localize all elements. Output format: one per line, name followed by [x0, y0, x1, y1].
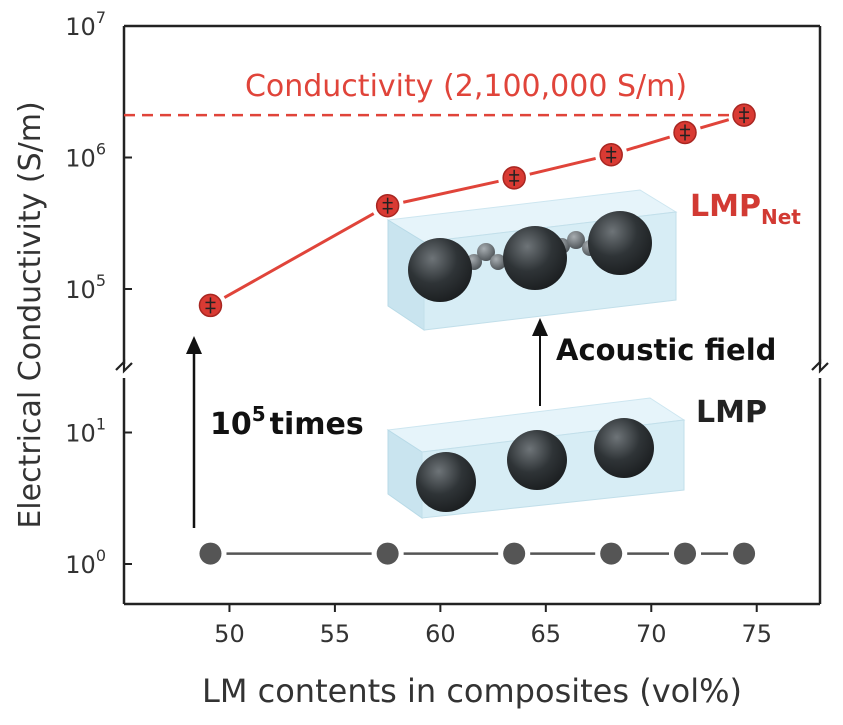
y-axis-label: Electrical Conductivity (S/m) — [13, 101, 48, 528]
times-annotation: 105 times — [210, 402, 364, 442]
x-tick-label: 75 — [741, 620, 772, 648]
y-tick-label: 106 — [65, 140, 106, 173]
bridge-particle — [490, 254, 506, 270]
y-tick-label: 101 — [65, 415, 106, 448]
axis-break-left — [115, 359, 133, 374]
series-segment — [626, 135, 671, 152]
lmp-net-label-sub: Net — [761, 205, 801, 229]
lm-particle — [503, 226, 567, 290]
field-arrow-head — [532, 318, 548, 336]
series-layer — [198, 103, 756, 565]
x-tick-label: 50 — [214, 620, 245, 648]
lm-particle — [507, 430, 567, 490]
y-tick-label: 107 — [65, 8, 106, 41]
series-segment — [223, 212, 375, 299]
lmp-illustration — [386, 397, 686, 519]
lmp-net-illustration — [386, 189, 678, 331]
data-point — [503, 542, 526, 565]
lmp-net-label: LMPNet — [690, 189, 801, 229]
lm-particle — [588, 211, 652, 275]
y-tick-label: 105 — [65, 271, 106, 304]
data-point — [674, 542, 697, 565]
axis-break-right — [811, 359, 829, 374]
times-annotation-exp: 5 — [252, 402, 266, 426]
x-tick-label: 60 — [425, 620, 456, 648]
reference-label: Conductivity (2,100,000 S/m) — [245, 69, 687, 104]
series-segment — [699, 118, 730, 130]
x-tick-label: 70 — [636, 620, 667, 648]
data-point — [376, 542, 399, 565]
y-ticks: 100 101 105 106 107 — [65, 8, 132, 579]
x-tick-label: 65 — [531, 620, 562, 648]
data-point — [600, 542, 623, 565]
field-label: Acoustic field — [556, 333, 776, 367]
x-ticks: 50 55 60 65 70 75 — [214, 604, 772, 648]
x-axis-label: LM contents in composites (vol%) — [202, 672, 742, 710]
lm-particle — [416, 452, 476, 512]
bridge-particle — [477, 243, 495, 261]
times-annotation-word: times — [270, 407, 364, 442]
lm-particle — [594, 418, 654, 478]
data-point — [733, 542, 756, 565]
lmp-label: LMP — [696, 395, 767, 430]
series-segment — [529, 156, 596, 176]
y-tick-label: 100 — [65, 546, 106, 579]
times-arrow-head — [186, 336, 202, 354]
lm-particle — [408, 238, 472, 302]
data-point — [199, 542, 222, 565]
x-tick-label: 55 — [320, 620, 351, 648]
series-segment — [402, 179, 499, 204]
bridge-particle — [567, 231, 585, 249]
